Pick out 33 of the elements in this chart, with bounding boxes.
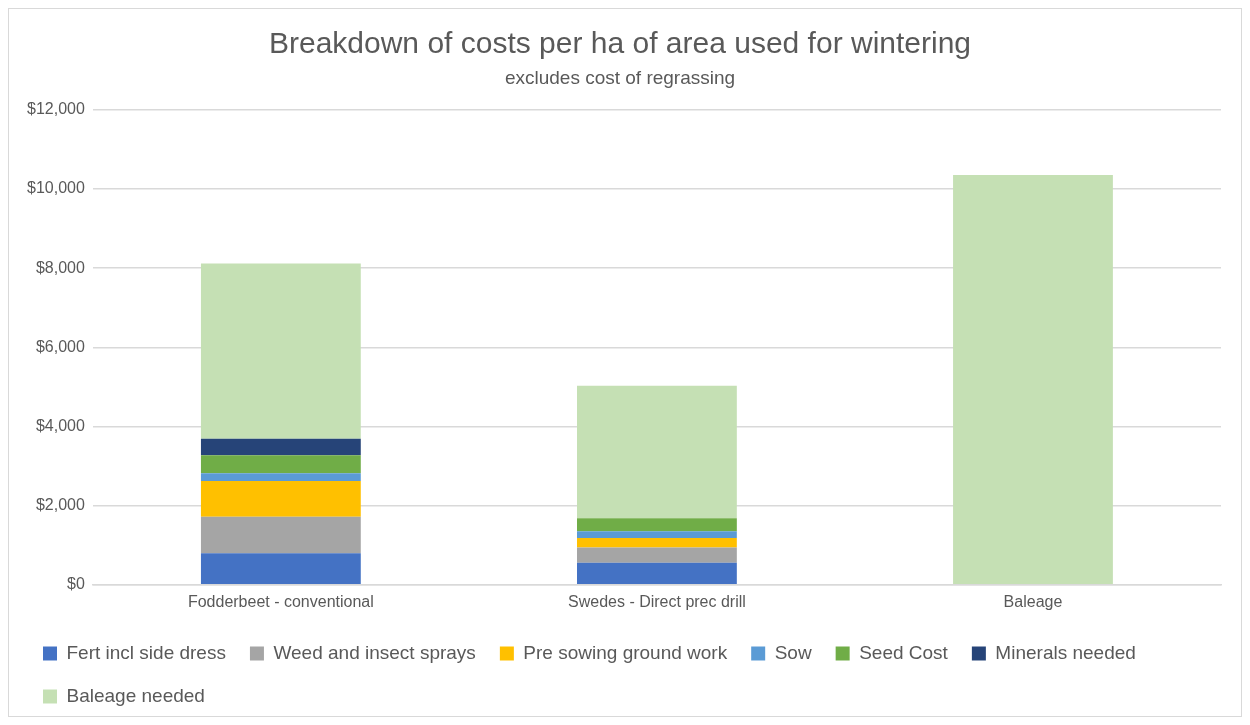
y-tick-label: $8,000 (35, 258, 85, 276)
bar (577, 538, 737, 548)
bar (577, 531, 737, 539)
chart-title: Breakdown of costs per ha of area used for wintering (268, 26, 972, 60)
x-tick-label: Swedes - Direct prec drill (568, 592, 746, 610)
bar (200, 481, 361, 517)
y-tick-label: $10,000 (26, 179, 85, 197)
bar (200, 455, 361, 474)
bar (200, 553, 361, 585)
x-tick-label: Fodderbeet - conventional (187, 592, 374, 610)
y-tick-label: $6,000 (35, 337, 85, 355)
legend-label: Fert incl side dress (66, 641, 226, 663)
bar (200, 438, 361, 456)
bar (577, 547, 737, 563)
legend-label: Baleage needed (66, 684, 205, 706)
legend-label: Sow (774, 641, 812, 663)
x-tick-label: Baleage (1003, 592, 1063, 610)
bar (200, 473, 361, 482)
bar (200, 516, 361, 554)
bar (953, 175, 1113, 585)
legend-label: Minerals needed (995, 641, 1136, 663)
bar (577, 385, 737, 519)
chart-subtitle: excludes cost of regrassing (504, 66, 736, 88)
y-tick-label: $12,000 (26, 100, 85, 118)
y-tick-label: $4,000 (35, 416, 85, 434)
legend-label: Seed Cost (859, 641, 949, 663)
y-tick-label: $2,000 (35, 496, 85, 514)
legend-label: Weed and insect sprays (273, 641, 476, 663)
bar (577, 518, 737, 532)
bar (200, 263, 361, 439)
legend-label: Pre sowing ground work (523, 641, 728, 663)
y-tick-label: $0 (67, 575, 85, 593)
bar (577, 562, 737, 585)
